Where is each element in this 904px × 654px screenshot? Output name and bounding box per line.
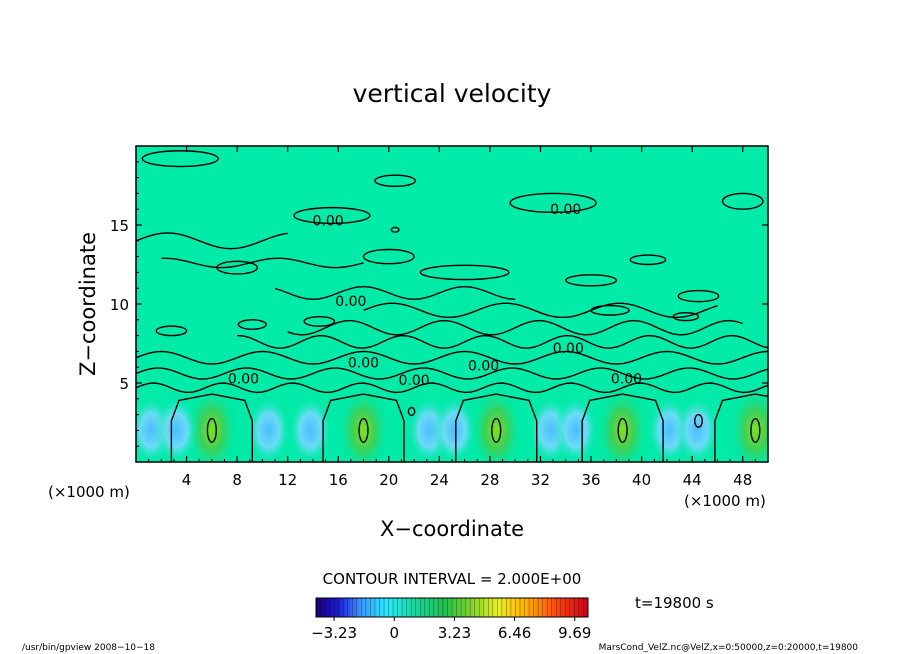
contour-label: 0.00	[348, 355, 379, 371]
x-tick-label: 16	[329, 471, 348, 489]
x-tick-label: 44	[683, 471, 702, 489]
x-unit-left: (×1000 m)	[48, 483, 130, 501]
updraft-contour	[455, 393, 538, 462]
contour-label: 0.00	[335, 294, 366, 310]
contour-line	[237, 334, 768, 349]
x-tick-label: 4	[182, 471, 192, 489]
contour-blob	[509, 192, 597, 214]
downdraft-region	[246, 396, 291, 462]
colorbar-tick-label: −3.23	[311, 624, 357, 642]
y-axis-label: Z−coordinate	[76, 232, 100, 376]
contour-lines	[136, 150, 768, 462]
contour-blob	[565, 274, 618, 287]
contour-label: 0.00	[611, 371, 642, 387]
x-unit-right: (×1000 m)	[684, 492, 766, 510]
contour-line	[363, 302, 718, 318]
contour-blob	[672, 311, 700, 322]
updraft-core-contour	[617, 417, 628, 443]
contour-blob	[155, 325, 188, 337]
colorbar-stripes	[320, 598, 584, 617]
updraft-region	[729, 386, 768, 462]
colorbar-tick-label: 0	[389, 624, 399, 642]
contour-label: 0.00	[553, 341, 584, 357]
x-tick-label: 24	[430, 471, 449, 489]
contour-blob	[303, 315, 336, 327]
contour-line	[161, 257, 364, 269]
x-tick-label: 48	[733, 471, 752, 489]
updraft-core-contour	[491, 417, 502, 443]
contour-blob	[237, 319, 267, 330]
y-tick-label: 10	[110, 296, 129, 314]
contour-interval-label: CONTOUR INTERVAL = 2.000E+00	[323, 570, 582, 588]
x-tick-label: 40	[632, 471, 651, 489]
contour-blob	[374, 174, 417, 187]
contour-blob	[677, 289, 720, 303]
chart-title: vertical velocity	[353, 79, 552, 108]
contour-label: 0.00	[313, 213, 344, 229]
contour-blob	[721, 192, 764, 210]
x-tick-label: 36	[581, 471, 600, 489]
contour-blob	[362, 248, 415, 265]
y-tick-label: 5	[119, 375, 129, 393]
updraft-core-contour	[358, 417, 369, 443]
downdraft-region	[288, 396, 333, 462]
colorbar-tick-label: 3.23	[438, 624, 471, 642]
time-label: t=19800 s	[635, 594, 714, 612]
updraft-contour	[714, 393, 768, 462]
color-field	[136, 386, 768, 462]
downdraft-region	[675, 396, 720, 462]
footer-left: /usr/bin/gpview 2008−10−18	[22, 643, 155, 653]
updraft-region	[185, 386, 238, 462]
updraft-core-contour	[206, 417, 217, 443]
contour-line	[136, 232, 288, 250]
plot-area: 0.00 0.00 0.00 0.00 0.00 0.00 0.00 0.00 0.00	[136, 146, 768, 462]
contour-label: 0.00	[398, 373, 429, 389]
updraft-contour	[170, 393, 253, 462]
updraft-region	[470, 386, 523, 462]
footer-right: MarsCond_VelZ.nc@VelZ,x=0:50000,z=0:2000…	[599, 643, 859, 653]
downdraft-region	[432, 396, 477, 462]
contour-blob	[293, 206, 371, 225]
colorbar-ticks: −3.23 0 3.23 6.46 9.69	[311, 617, 591, 642]
updraft-core-contour	[750, 417, 761, 443]
updraft-region	[596, 386, 649, 462]
updraft-contour	[322, 393, 405, 462]
contour-line	[136, 367, 768, 380]
updraft-contour	[581, 393, 664, 462]
contour-label: 0.00	[468, 359, 499, 375]
y-tick-label: 15	[110, 217, 129, 235]
x-tick-label: 32	[531, 471, 550, 489]
contour-label: 0.00	[228, 371, 259, 387]
updraft-region	[337, 386, 390, 462]
colorbar-tick-label: 6.46	[498, 624, 531, 642]
contour-blob	[216, 260, 259, 275]
x-tick-label: 20	[379, 471, 398, 489]
contour-blob	[407, 406, 416, 417]
colorbar-tick-label: 9.69	[558, 624, 591, 642]
contour-blob	[141, 150, 219, 168]
x-tick-label: 12	[278, 471, 297, 489]
downdraft-region	[553, 396, 598, 462]
contour-blob	[693, 413, 703, 428]
downdraft-region	[154, 396, 199, 462]
contour-line	[287, 319, 743, 336]
contour-blob	[390, 226, 400, 233]
contour-blob	[590, 304, 630, 316]
x-tick-label: 28	[480, 471, 499, 489]
colorbar: −3.23 0 3.23 6.46 9.69	[311, 597, 591, 642]
contour-label-group: 0.00 0.00 0.00 0.00 0.00 0.00 0.00 0.00 0.00	[228, 202, 642, 389]
x-axis-label: X−coordinate	[380, 517, 524, 541]
contour-line	[136, 350, 768, 365]
contour-blob	[629, 254, 667, 266]
contour-line	[136, 382, 768, 394]
contour-blob	[419, 264, 510, 281]
x-tick-label: 8	[232, 471, 242, 489]
contour-line	[274, 285, 516, 301]
contour-label: 0.00	[550, 202, 581, 218]
